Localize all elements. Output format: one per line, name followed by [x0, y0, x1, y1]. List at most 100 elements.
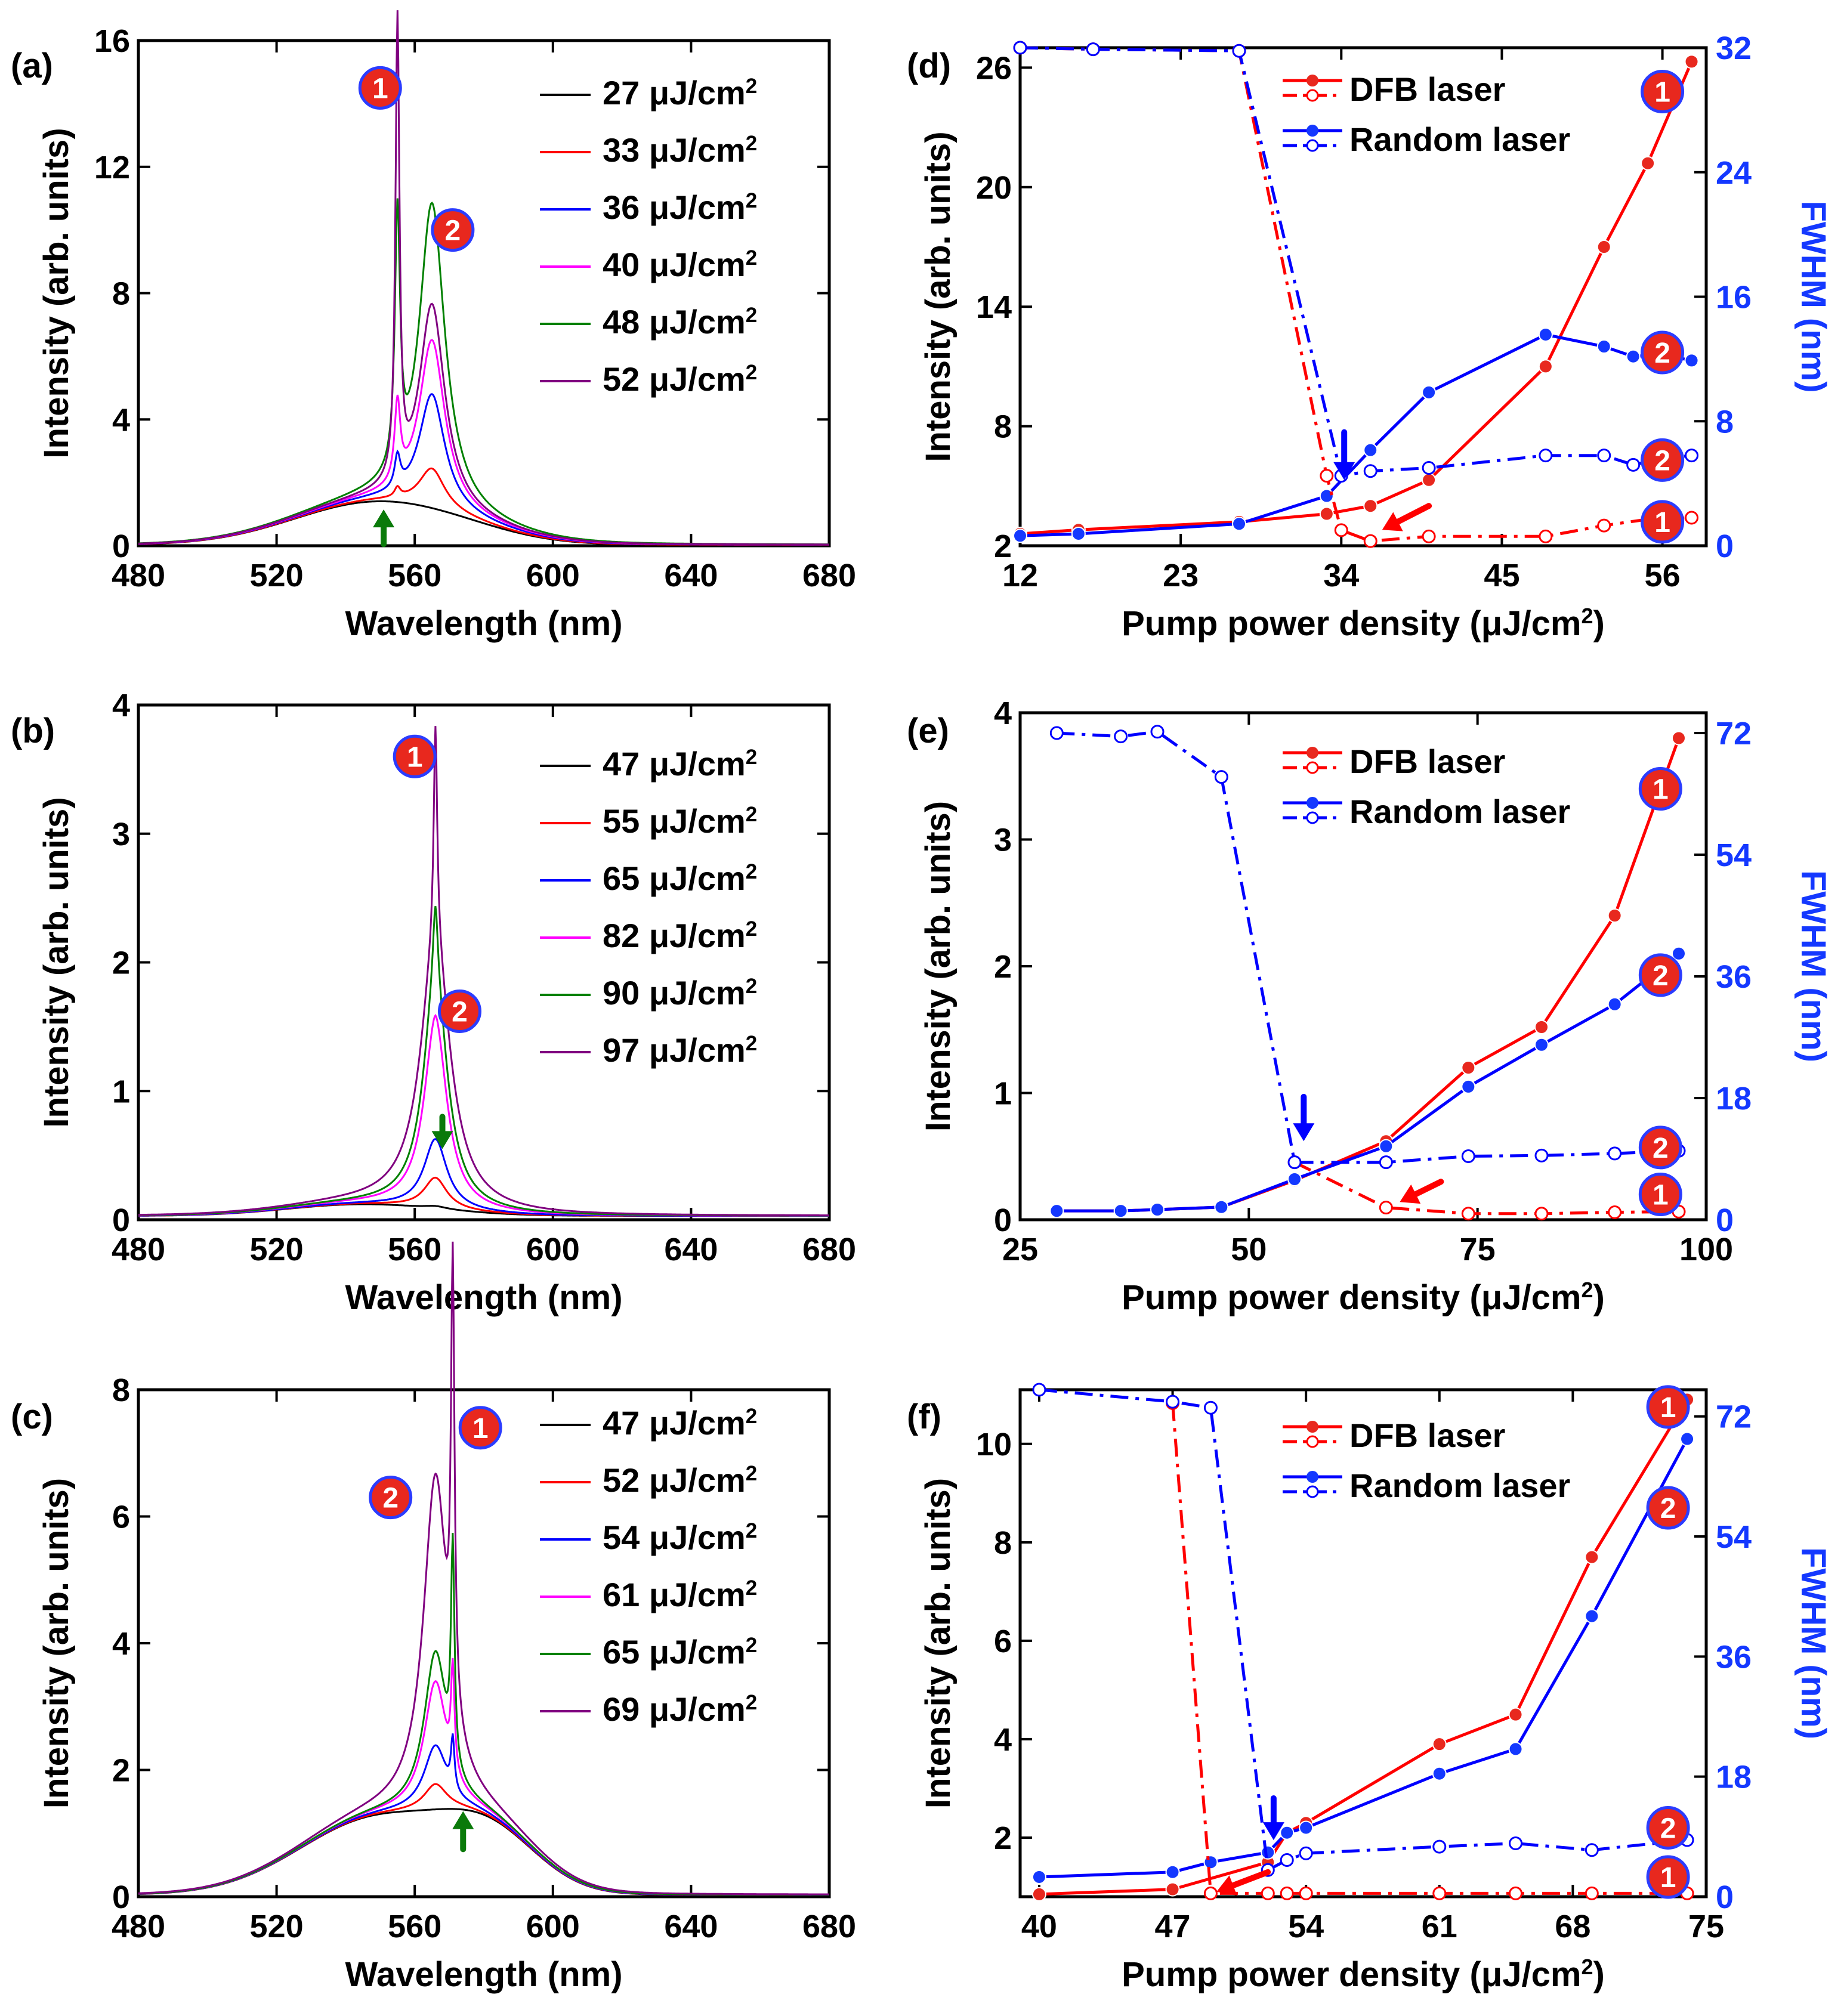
data-point-filled	[1461, 1060, 1476, 1075]
peak-badge-1: 1	[1641, 500, 1685, 544]
x-tick-label: 480	[112, 1232, 165, 1267]
peak-badge-1-circle	[1641, 69, 1685, 113]
x-axis-title: Wavelength (nm)	[345, 1955, 622, 1994]
data-point-open	[1261, 1886, 1275, 1900]
peak-badge-1-number: 1	[1654, 76, 1670, 108]
legend-label: 33 μJ/cm2	[603, 131, 757, 169]
data-point-filled	[1596, 339, 1611, 354]
legend-label-sup: 2	[746, 132, 757, 155]
peak-badge-2-number: 2	[1660, 1493, 1676, 1525]
x-axis-title-part: Pump power density (μJ/cm	[1122, 604, 1581, 643]
peak-badge-2-circle	[1641, 330, 1685, 375]
data-point-filled	[1534, 1037, 1549, 1052]
legend-label: 65 μJ/cm2	[603, 859, 757, 897]
red-arrow-head	[1216, 1875, 1237, 1896]
legend-filled-marker	[1307, 1471, 1318, 1483]
x-tick-label: 45	[1484, 558, 1519, 593]
green-arrow-head	[431, 1131, 453, 1149]
x-tick-label: 520	[250, 1909, 304, 1944]
data-point-filled	[1031, 1869, 1046, 1884]
data-point-open	[1150, 725, 1165, 739]
data-point-filled	[1299, 1820, 1314, 1835]
x-axis-title: Pump power density (μJ/cm2)	[1122, 1278, 1605, 1318]
x-tick-label: 680	[802, 1232, 856, 1267]
legend-open-marker	[1306, 811, 1319, 824]
data-point-filled	[1508, 1742, 1523, 1757]
data-point-open	[1032, 1383, 1046, 1397]
data-point-open	[1626, 457, 1641, 472]
y-tick-label: 8	[994, 1525, 1012, 1561]
green-arrow	[373, 509, 395, 548]
y-tick-label: 1	[112, 1074, 130, 1109]
data-point-open	[1086, 42, 1100, 57]
y2-axis-title: FWHM (nm)	[1794, 200, 1833, 392]
peak-badge-1: 1	[393, 734, 437, 778]
peak-badge-2-circle	[1641, 438, 1685, 482]
x-axis-title-part: Wavelength (nm)	[345, 604, 622, 643]
data-point-filled	[1280, 1825, 1295, 1840]
peak-badge-2: 2	[437, 989, 481, 1033]
legend-label-part: 47 μJ/cm	[603, 745, 746, 783]
y-tick-label: 8	[994, 409, 1012, 445]
panel-label: (c)	[11, 1397, 53, 1436]
x-tick-label: 12	[1002, 558, 1038, 593]
legend-filled-marker	[1307, 75, 1318, 86]
legend-label-part: 65 μJ/cm	[603, 1633, 746, 1671]
y-tick-label: 4	[994, 1722, 1012, 1758]
data-point-open	[1685, 449, 1699, 463]
y2-tick-label: 0	[1716, 528, 1734, 564]
x-tick-label: 61	[1422, 1909, 1457, 1944]
legend-label-part: 55 μJ/cm	[603, 802, 746, 840]
y-tick-label: 3	[994, 823, 1012, 858]
data-point-open	[1608, 1146, 1622, 1161]
data-point-filled	[1585, 1550, 1599, 1564]
panel-b-spectrum: (b) 480 520 560 600 640 680 0 1 2 3 4 Wavelength (nm…	[11, 688, 856, 1317]
peak-badge-1-circle	[358, 66, 402, 110]
panel-label: (d)	[907, 47, 951, 85]
legend-label-part: 54 μJ/cm	[603, 1519, 746, 1556]
data-point-open	[1597, 449, 1611, 463]
legend-label-sup: 2	[746, 304, 757, 327]
data-point-open	[1203, 1886, 1218, 1900]
peak-badge-1-number: 1	[372, 73, 388, 104]
legend-label-sup: 2	[746, 1576, 757, 1600]
x-tick-label: 560	[388, 1232, 441, 1267]
series-line-blue-dashdot	[1020, 46, 1692, 478]
plot-frame	[1018, 1388, 1708, 1898]
data-point-filled	[1641, 156, 1655, 171]
legend-label-part: 90 μJ/cm	[603, 974, 746, 1012]
peak-badge-2-number: 2	[1653, 960, 1669, 992]
y-tick-label: 4	[112, 1626, 130, 1662]
x-tick-label: 560	[388, 558, 441, 593]
data-point-filled	[1031, 1887, 1046, 1901]
series-line-red-solid	[1020, 61, 1693, 536]
legend-label-part: 52 μJ/cm	[603, 360, 746, 398]
panel-label: (f)	[907, 1397, 941, 1436]
legend-label: DFB laser	[1349, 70, 1505, 108]
legend-label: DFB laser	[1349, 743, 1505, 780]
legend-label-part: 61 μJ/cm	[603, 1576, 746, 1613]
series-line-blue-dashdot	[1057, 730, 1679, 1164]
spectrum-line-1	[138, 500, 829, 546]
peak-badge-1-number: 1	[1654, 507, 1670, 539]
peak-badge-2: 2	[1646, 1486, 1690, 1530]
legend-label-sup: 2	[746, 1519, 757, 1542]
data-point-filled	[1203, 1855, 1218, 1870]
x-axis-title-sup: 2	[1581, 1955, 1593, 1979]
data-point-filled	[1261, 1845, 1275, 1860]
peak-badge-2-number: 2	[382, 1483, 399, 1514]
data-point-open	[1422, 529, 1436, 543]
data-point-open	[1539, 529, 1553, 543]
y-tick-label: 0	[112, 528, 130, 564]
legend-label-part: 82 μJ/cm	[603, 917, 746, 954]
peak-badge-2-number: 2	[1660, 1813, 1676, 1844]
legend-label-sup: 2	[746, 361, 757, 384]
peak-badge-2-number: 2	[1654, 338, 1670, 369]
data-point-filled	[1585, 1609, 1599, 1624]
data-point-filled	[1432, 1737, 1447, 1752]
data-point-open	[1299, 1846, 1313, 1860]
peak-badge-1: 1	[1638, 767, 1682, 811]
legend-label-part: 52 μJ/cm	[603, 1461, 746, 1499]
